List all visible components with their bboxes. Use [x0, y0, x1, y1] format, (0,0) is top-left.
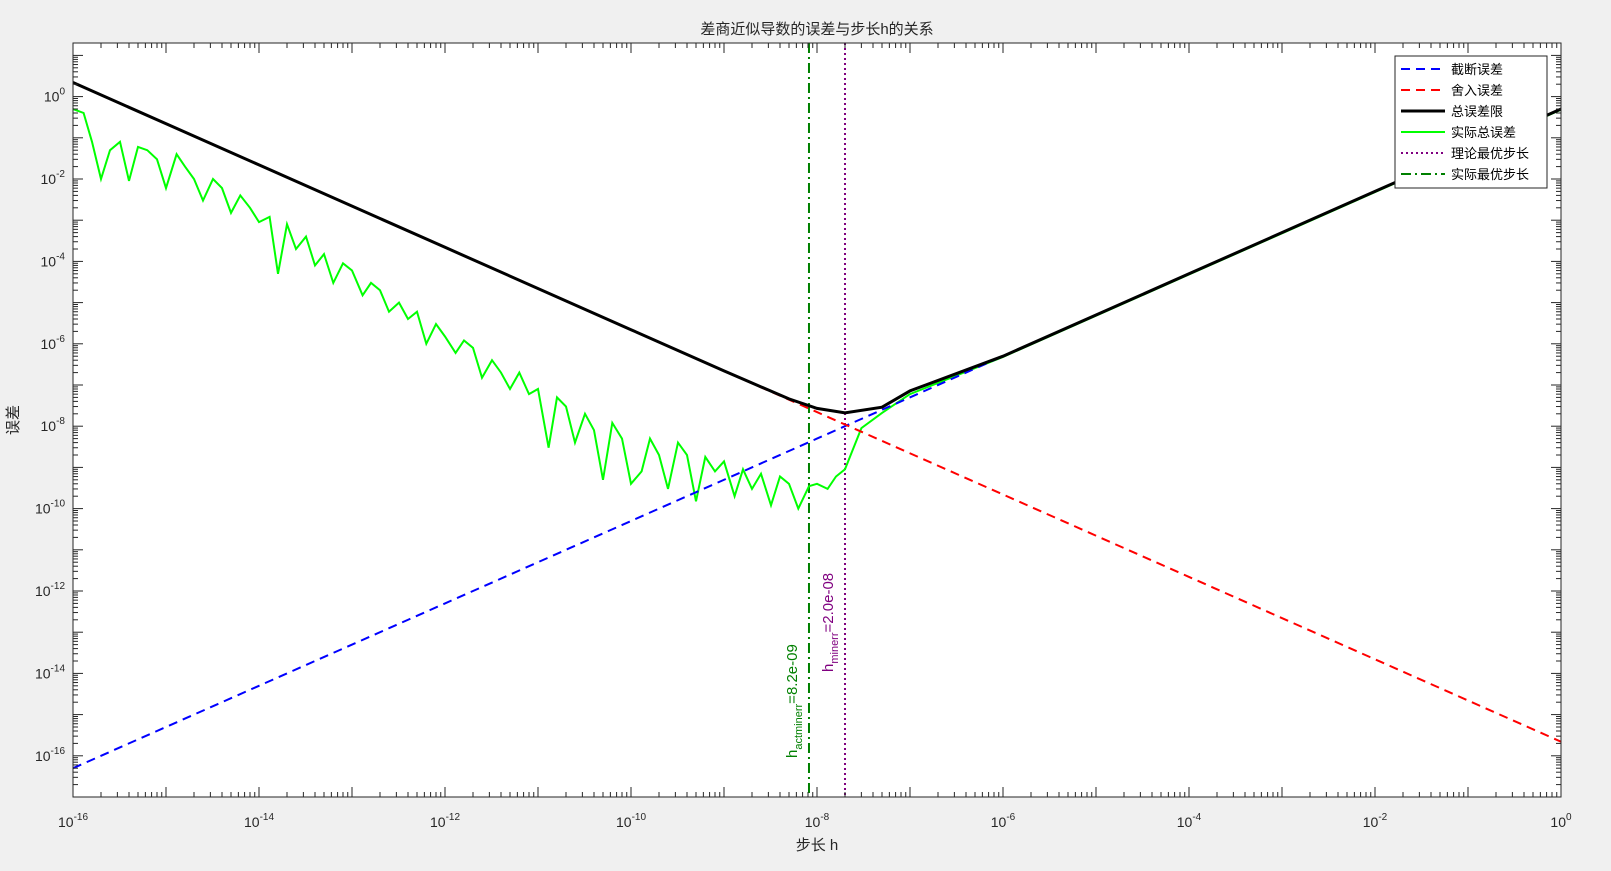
- y-tick-label: 10-4: [41, 251, 66, 269]
- x-axis-label: 步长 h: [796, 837, 839, 854]
- x-tick-label: 100: [1550, 812, 1572, 830]
- axes: 10-16 10-14 10-12 10-10 10-8 10-6 10-4 10-2 100 1…: [35, 42, 1572, 830]
- legend-label: 实际总误差: [1451, 125, 1516, 140]
- y-tick-label: 10-12: [35, 581, 65, 599]
- x-tick-label: 10-4: [1177, 812, 1202, 830]
- plot-group: [73, 43, 1561, 797]
- y-tick-label: 10-6: [41, 334, 66, 352]
- chart-title: 差商近似导数的误差与步长h的关系: [700, 21, 933, 38]
- y-tick-label: 100: [44, 87, 66, 105]
- x-tick-label: 10-2: [1363, 812, 1388, 830]
- legend-label: 截断误差: [1451, 62, 1503, 77]
- y-axis-label: 误差: [5, 405, 22, 435]
- legend-label: 实际最优步长: [1451, 167, 1529, 182]
- series-line-2: [73, 81, 1561, 415]
- x-tick-label: 10-14: [244, 812, 274, 830]
- legend-label: 总误差限: [1451, 104, 1503, 119]
- annotations: hactminerr=8.2e-09 hminerr=2.0e-08: [784, 573, 841, 758]
- legend-label: 理论最优步长: [1451, 146, 1529, 161]
- legend-box: [1394, 55, 1548, 189]
- y-tick-label: 10-16: [35, 746, 65, 764]
- x-tick-label: 10-6: [991, 812, 1016, 830]
- plot-series: [73, 43, 1561, 797]
- annotation-label-1: hminerr=2.0e-08: [820, 573, 841, 672]
- annotation-label-0: hactminerr=8.2e-09: [784, 644, 805, 758]
- y-tick-label: 10-14: [35, 663, 65, 681]
- series-line-3: [73, 108, 1561, 512]
- plot-area-background: [73, 43, 1561, 797]
- y-tick-label: 10-2: [41, 169, 66, 187]
- x-tick-label: 10-12: [430, 812, 460, 830]
- x-tick-label: 10-8: [805, 812, 830, 830]
- legend-label: 舍入误差: [1451, 83, 1503, 98]
- x-tick-label: 10-16: [58, 812, 88, 830]
- x-tick-label: 10-10: [616, 812, 646, 830]
- y-tick-label: 10-10: [35, 499, 65, 517]
- y-tick-label: 10-8: [41, 416, 66, 434]
